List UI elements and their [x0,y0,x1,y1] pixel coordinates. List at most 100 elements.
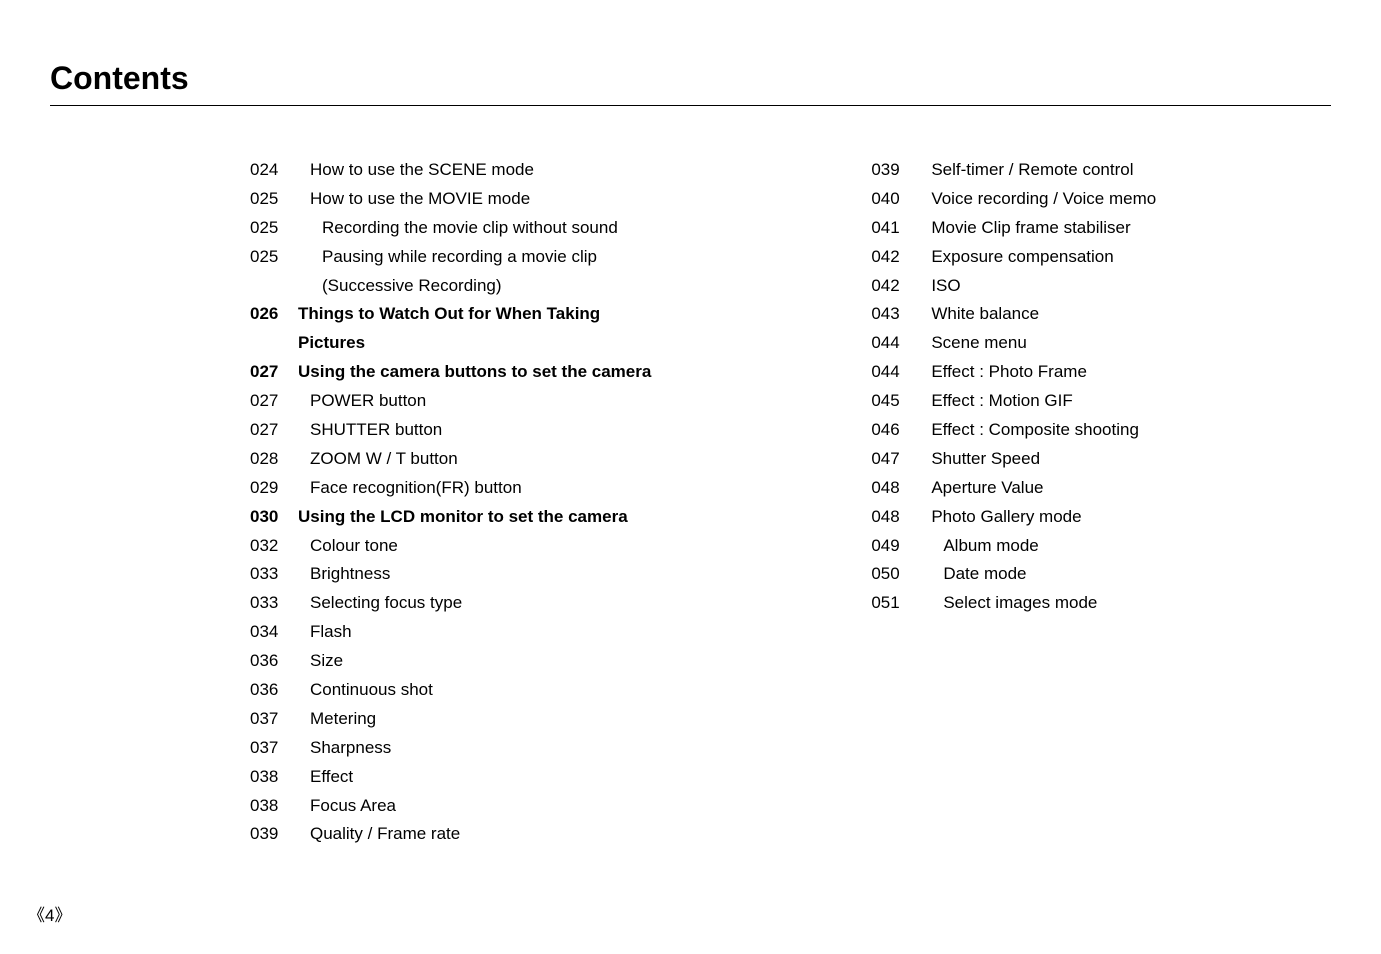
toc-entry: 039Quality / Frame rate [250,820,651,849]
toc-entry-text: Effect : Photo Frame [919,358,1087,387]
toc-entry: 026Things to Watch Out for When Taking P… [250,300,651,358]
toc-entry-text: ISO [919,272,960,301]
toc-entry: 028ZOOM W / T button [250,445,651,474]
toc-entry-text: Select images mode [919,589,1097,618]
toc-entry-text: Using the LCD monitor to set the camera [298,503,628,532]
toc-entry-text: Recording the movie clip without sound [298,214,618,243]
toc-page-number: 027 [250,387,298,416]
toc-entry: 048Photo Gallery mode [871,503,1156,532]
toc-page-number: 041 [871,214,919,243]
toc-entry: 025Pausing while recording a movie clip … [250,243,651,301]
toc-entry-text: Continuous shot [298,676,433,705]
toc-entry: 050Date mode [871,560,1156,589]
toc-entry-text: Brightness [298,560,390,589]
toc-page-number: 043 [871,300,919,329]
toc-entry: 044Effect : Photo Frame [871,358,1156,387]
toc-page-number: 048 [871,474,919,503]
toc-entry: 033Selecting focus type [250,589,651,618]
toc-entry-text: Aperture Value [919,474,1043,503]
toc-entry: 027POWER button [250,387,651,416]
toc-entry: 037Metering [250,705,651,734]
toc-entry-text: Shutter Speed [919,445,1040,474]
toc-entry: 042ISO [871,272,1156,301]
toc-page-number: 034 [250,618,298,647]
toc-entry-text: Size [298,647,343,676]
toc-entry: 027SHUTTER button [250,416,651,445]
toc-entry: 046Effect : Composite shooting [871,416,1156,445]
toc-page-number: 036 [250,676,298,705]
toc-page-number: 047 [871,445,919,474]
toc-entry: 039Self-timer / Remote control [871,156,1156,185]
toc-entry: 038Effect [250,763,651,792]
toc-entry-text: Metering [298,705,376,734]
toc-page-number: 051 [871,589,919,618]
toc-entry-text: Colour tone [298,532,398,561]
toc-page-number: 044 [871,358,919,387]
toc-entry-text: ZOOM W / T button [298,445,458,474]
toc-page-number: 025 [250,214,298,243]
toc-entry: 024How to use the SCENE mode [250,156,651,185]
toc-page-number: 039 [250,820,298,849]
toc-page-number: 036 [250,647,298,676]
toc-page-number: 039 [871,156,919,185]
toc-page-number: 050 [871,560,919,589]
toc-entry-text: Selecting focus type [298,589,462,618]
toc-page-number: 045 [871,387,919,416]
toc-left-column: 024How to use the SCENE mode025How to us… [250,156,651,849]
toc-page-number: 027 [250,358,298,387]
toc-page-number: 037 [250,734,298,763]
toc-entry: 029Face recognition(FR) button [250,474,651,503]
toc-entry: 051Select images mode [871,589,1156,618]
toc-entry-text: Date mode [919,560,1026,589]
toc-entry: 041Movie Clip frame stabiliser [871,214,1156,243]
toc-page-number: 040 [871,185,919,214]
toc-page-number: 030 [250,503,298,532]
toc-entry-text: Focus Area [298,792,396,821]
page-number: 《4》 [28,901,71,926]
toc-entry-text: Exposure compensation [919,243,1113,272]
toc-entry-text: Movie Clip frame stabiliser [919,214,1130,243]
toc-entry: 025Recording the movie clip without soun… [250,214,651,243]
toc-page-number: 037 [250,705,298,734]
toc-page-number: 029 [250,474,298,503]
toc-entry: 032Colour tone [250,532,651,561]
toc-entry-text: White balance [919,300,1039,329]
toc-page-number: 048 [871,503,919,532]
toc-page-number: 033 [250,589,298,618]
toc-entry-text: Effect : Motion GIF [919,387,1072,416]
toc-page-number: 033 [250,560,298,589]
page-container: Contents 024How to use the SCENE mode025… [0,0,1381,889]
toc-entry-text: Face recognition(FR) button [298,474,522,503]
toc-entry: 048Aperture Value [871,474,1156,503]
toc-entry-text: Self-timer / Remote control [919,156,1133,185]
toc-columns: 024How to use the SCENE mode025How to us… [50,156,1331,849]
toc-page-number: 042 [871,272,919,301]
toc-entry: 036Size [250,647,651,676]
toc-entry-text: Quality / Frame rate [298,820,460,849]
toc-entry-text: Voice recording / Voice memo [919,185,1156,214]
toc-entry-text: Flash [298,618,352,647]
toc-entry-text: Using the camera buttons to set the came… [298,358,651,387]
toc-entry: 047Shutter Speed [871,445,1156,474]
toc-entry: 049Album mode [871,532,1156,561]
toc-page-number: 025 [250,243,298,272]
toc-page-number: 044 [871,329,919,358]
toc-page-number: 038 [250,763,298,792]
toc-entry-text: How to use the MOVIE mode [298,185,530,214]
toc-entry: 045Effect : Motion GIF [871,387,1156,416]
toc-entry: 033Brightness [250,560,651,589]
toc-entry: 040Voice recording / Voice memo [871,185,1156,214]
toc-entry: 042Exposure compensation [871,243,1156,272]
toc-page-number: 024 [250,156,298,185]
toc-entry-text: SHUTTER button [298,416,442,445]
toc-entry-text: Scene menu [919,329,1026,358]
toc-entry-text: Effect [298,763,353,792]
toc-entry-text: POWER button [298,387,426,416]
toc-page-number: 025 [250,185,298,214]
toc-entry-text: Things to Watch Out for When Taking Pict… [298,300,600,358]
toc-page-number: 026 [250,300,298,329]
toc-entry: 025How to use the MOVIE mode [250,185,651,214]
toc-entry: 030Using the LCD monitor to set the came… [250,503,651,532]
toc-page-number: 032 [250,532,298,561]
toc-page-number: 049 [871,532,919,561]
